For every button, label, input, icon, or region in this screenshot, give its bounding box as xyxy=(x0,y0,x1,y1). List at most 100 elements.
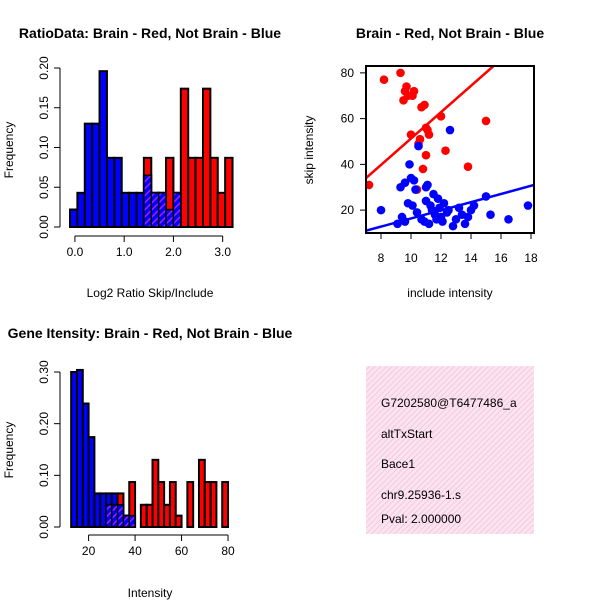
y-tick-label: 0.30 xyxy=(37,360,51,384)
hist-bar-blue xyxy=(135,191,145,229)
hist-overlap-bar xyxy=(128,514,136,528)
hist-overlap-bar xyxy=(122,514,131,528)
scatter-point-blue xyxy=(486,210,495,219)
scatter-point-blue xyxy=(469,201,479,210)
scatter-point-blue xyxy=(408,201,417,210)
hist-overlap-bar xyxy=(150,192,160,228)
scatter-point-blue xyxy=(448,221,458,231)
x-tick-label: 10 xyxy=(404,251,418,265)
y-tick-label: 0.10 xyxy=(37,135,51,159)
hist-overlap-bar xyxy=(105,504,113,528)
y-tick-label: 20 xyxy=(341,203,355,217)
hist-bar-red xyxy=(201,87,212,228)
y-tick-label: 0.10 xyxy=(37,463,51,487)
y-tick-label: 0.15 xyxy=(37,96,51,120)
y-tick-label: 0.20 xyxy=(37,56,51,80)
hist-bar-red xyxy=(186,481,195,528)
y-tick-label: 0.00 xyxy=(37,515,51,539)
hist-bar-red xyxy=(194,156,204,229)
scatter-point-blue xyxy=(421,196,431,206)
ratio-histogram-ylabel: Frequency xyxy=(2,122,16,179)
hist-bar-red xyxy=(209,156,219,229)
x-tick-label: 40 xyxy=(128,544,142,558)
y-tick-label: 0.20 xyxy=(37,412,51,436)
scatter-point-red xyxy=(441,146,450,155)
y-tick-label: 0.05 xyxy=(37,175,51,199)
hist-bar-red xyxy=(224,156,234,229)
scatter-point-blue xyxy=(504,214,513,224)
x-tick-label: 16 xyxy=(494,251,508,265)
hist-bar-blue xyxy=(87,436,96,529)
scatter-point-red xyxy=(420,100,429,110)
hist-overlap-bar xyxy=(172,192,182,228)
scatter-point-red xyxy=(418,164,428,174)
scatter-point-blue xyxy=(451,214,461,224)
hist-bar-blue xyxy=(113,156,123,229)
scatter-point-blue xyxy=(438,217,447,226)
hist-bar-red xyxy=(216,191,227,229)
scatter-point-red xyxy=(424,130,434,139)
scatter-point-blue xyxy=(411,185,420,194)
info-pval: Pval: 2.000000 xyxy=(381,512,461,526)
scatter-point-red xyxy=(402,82,411,91)
scatter-point-blue xyxy=(414,141,423,151)
x-tick-label: 18 xyxy=(524,251,538,265)
y-tick-label: 40 xyxy=(341,157,355,171)
hist-bar-blue xyxy=(91,122,101,228)
hist-bar-red xyxy=(179,87,190,228)
ratio-histogram-panel: RatioData: Brain - Red, Not Brain - Blue… xyxy=(2,25,281,300)
hist-bar-blue xyxy=(128,191,138,229)
scatter-point-red xyxy=(463,162,473,171)
hist-bar-blue xyxy=(76,191,86,229)
hist-bar-red xyxy=(187,156,197,229)
x-tick-label: 60 xyxy=(175,544,189,558)
scatter-point-blue xyxy=(412,208,422,217)
scatter-point-blue xyxy=(445,125,455,135)
scatter-point-blue xyxy=(376,205,386,215)
hist-overlap-bar xyxy=(116,504,125,528)
x-tick-label: 20 xyxy=(82,544,96,558)
hist-bar-blue xyxy=(69,208,79,228)
fit-line-red xyxy=(366,66,495,180)
hist-bar-red xyxy=(209,481,218,528)
hist-bar-red xyxy=(221,481,230,528)
scatter-point-blue xyxy=(405,160,414,169)
hist-overlap-bar xyxy=(157,192,167,228)
x-tick-label: 3.0 xyxy=(214,245,231,259)
info-location: chr9.25936-1.s xyxy=(381,488,461,502)
scatter-xlabel: include intensity xyxy=(407,286,492,300)
x-tick-label: 14 xyxy=(464,251,478,265)
scatter-panel: Brain - Red, Not Brain - Blue 8 10 12 14 16 1… xyxy=(302,25,544,300)
scatter-point-red xyxy=(421,150,431,160)
hist-overlap-bar xyxy=(143,174,153,228)
intensity-histogram-title: Gene Itensity: Brain - Red, Not Brain - … xyxy=(8,325,293,341)
intensity-histogram-xlabel: Intensity xyxy=(128,586,173,600)
x-tick-label: 8 xyxy=(378,251,385,265)
scatter-point-red xyxy=(366,180,374,190)
scatter-plot-area: 8 10 12 14 16 18 20 40 60 80 xyxy=(341,65,538,265)
scatter-point-blue xyxy=(409,176,419,185)
ratio-histogram-title: RatioData: Brain - Red, Not Brain - Blue xyxy=(19,25,281,41)
hist-bar-blue xyxy=(105,156,116,229)
scatter-point-blue xyxy=(423,180,432,190)
scatter-point-red xyxy=(396,68,405,78)
info-gene: Bace1 xyxy=(381,457,415,471)
hist-bar-blue xyxy=(120,191,131,229)
ratio-histogram-xlabel: Log2 Ratio Skip/Include xyxy=(87,286,214,300)
scatter-point-red xyxy=(481,116,491,126)
info-event-type: altTxStart xyxy=(381,427,433,441)
x-tick-label: 80 xyxy=(221,544,235,558)
scatter-point-blue xyxy=(433,194,443,203)
x-tick-label: 2.0 xyxy=(165,245,182,259)
y-tick-label: 60 xyxy=(341,112,355,126)
intensity-histogram-ylabel: Frequency xyxy=(2,422,16,479)
ratio-histogram-bars xyxy=(69,70,234,229)
hist-bar-blue xyxy=(83,122,94,228)
info-box: G7202580@T6477486_a altTxStart Bace1 chr… xyxy=(366,366,534,534)
intensity-histogram-panel: Gene Itensity: Brain - Red, Not Brain - … xyxy=(2,325,293,600)
scatter-title: Brain - Red, Not Brain - Blue xyxy=(356,25,544,41)
scatter-point-blue xyxy=(400,178,410,187)
scatter-point-red xyxy=(379,75,389,85)
scatter-point-blue xyxy=(424,219,434,229)
hist-bar-blue xyxy=(98,70,108,229)
